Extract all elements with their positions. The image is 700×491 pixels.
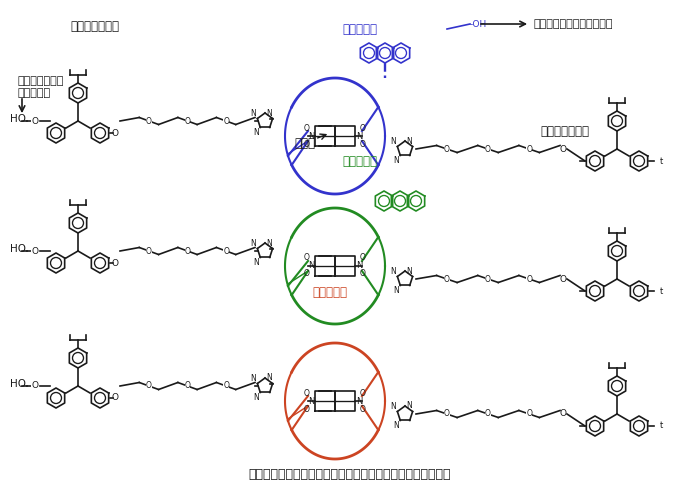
Text: HO: HO bbox=[10, 244, 26, 254]
Text: N: N bbox=[308, 397, 314, 406]
Text: O: O bbox=[526, 409, 532, 418]
Text: 消光団: 消光団 bbox=[295, 136, 316, 149]
Text: HO: HO bbox=[10, 379, 26, 389]
Text: O: O bbox=[223, 246, 229, 255]
Text: O: O bbox=[304, 124, 310, 133]
Text: O: O bbox=[360, 124, 366, 133]
Text: O: O bbox=[146, 116, 152, 126]
Text: O: O bbox=[111, 129, 118, 137]
Text: N: N bbox=[251, 239, 256, 247]
Text: O: O bbox=[111, 258, 118, 268]
Text: O: O bbox=[559, 274, 566, 283]
Text: O: O bbox=[185, 116, 190, 126]
Text: O: O bbox=[559, 409, 566, 418]
Text: 図３　３種類のロタキサン型超分子メカノフォアの分子骨格: 図３ ３種類のロタキサン型超分子メカノフォアの分子骨格 bbox=[248, 468, 452, 481]
Text: O: O bbox=[304, 253, 310, 263]
Text: O: O bbox=[559, 144, 566, 154]
Text: N: N bbox=[391, 136, 396, 145]
Text: O: O bbox=[444, 409, 450, 418]
Text: N: N bbox=[251, 109, 256, 117]
Text: O: O bbox=[526, 274, 532, 283]
Text: N: N bbox=[266, 109, 272, 117]
Text: O: O bbox=[360, 139, 366, 148]
Text: O: O bbox=[526, 144, 532, 154]
Text: O: O bbox=[32, 382, 38, 390]
Text: N: N bbox=[253, 258, 259, 268]
Text: O: O bbox=[360, 253, 366, 263]
Text: を導入する: を導入する bbox=[18, 88, 51, 98]
Text: N: N bbox=[308, 132, 314, 140]
Text: ここに高分子鎖: ここに高分子鎖 bbox=[18, 76, 64, 86]
Text: N: N bbox=[391, 402, 396, 410]
Text: -OH: -OH bbox=[470, 20, 487, 28]
Text: O: O bbox=[304, 405, 310, 413]
Text: O: O bbox=[223, 382, 229, 390]
Text: N: N bbox=[406, 402, 412, 410]
Text: N: N bbox=[393, 421, 399, 431]
Text: O: O bbox=[223, 116, 229, 126]
Text: O: O bbox=[360, 405, 366, 413]
Text: N: N bbox=[406, 267, 412, 275]
Text: O: O bbox=[146, 246, 152, 255]
Text: N: N bbox=[266, 239, 272, 247]
Text: N: N bbox=[356, 262, 362, 271]
Text: 橙色蛍光団: 橙色蛍光団 bbox=[312, 287, 347, 300]
Text: ここに高分子鎖を導入する: ここに高分子鎖を導入する bbox=[533, 19, 612, 29]
Text: O: O bbox=[185, 246, 190, 255]
Text: N: N bbox=[308, 262, 314, 271]
Text: N: N bbox=[253, 393, 259, 403]
Text: O: O bbox=[485, 274, 491, 283]
Text: O: O bbox=[485, 409, 491, 418]
Text: O: O bbox=[32, 116, 38, 126]
Text: O: O bbox=[360, 388, 366, 398]
Text: N: N bbox=[251, 374, 256, 382]
Text: 青色蛍光団: 青色蛍光団 bbox=[342, 23, 377, 35]
Text: N: N bbox=[393, 286, 399, 296]
Text: t: t bbox=[659, 157, 663, 165]
Text: ストッパー部位: ストッパー部位 bbox=[540, 125, 589, 137]
Text: O: O bbox=[111, 393, 118, 403]
Text: N: N bbox=[266, 374, 272, 382]
Text: O: O bbox=[485, 144, 491, 154]
Text: t: t bbox=[659, 287, 663, 296]
Text: t: t bbox=[659, 421, 663, 431]
Text: N: N bbox=[406, 136, 412, 145]
Text: O: O bbox=[304, 388, 310, 398]
Text: O: O bbox=[32, 246, 38, 255]
Text: 緑色蛍光団: 緑色蛍光団 bbox=[342, 155, 377, 167]
Text: O: O bbox=[146, 382, 152, 390]
Text: N: N bbox=[391, 267, 396, 275]
Text: O: O bbox=[444, 144, 450, 154]
Text: O: O bbox=[444, 274, 450, 283]
Text: O: O bbox=[185, 382, 190, 390]
Text: O: O bbox=[304, 139, 310, 148]
Text: N: N bbox=[356, 397, 362, 406]
Text: O: O bbox=[304, 270, 310, 278]
Text: N: N bbox=[393, 157, 399, 165]
Text: ストッパー部位: ストッパー部位 bbox=[71, 20, 120, 32]
Text: N: N bbox=[356, 132, 362, 140]
Text: N: N bbox=[253, 129, 259, 137]
Text: O: O bbox=[360, 270, 366, 278]
Text: HO: HO bbox=[10, 114, 26, 124]
